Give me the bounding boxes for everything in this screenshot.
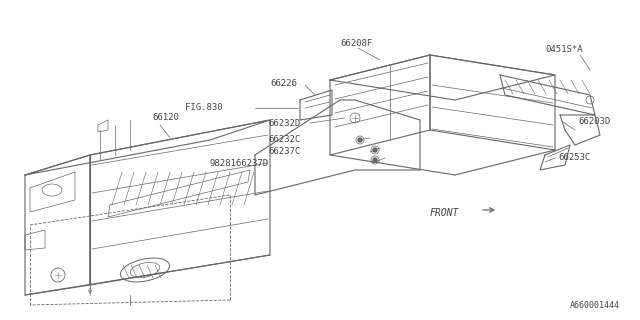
Text: FIG.830: FIG.830 <box>185 103 223 113</box>
Circle shape <box>358 138 362 142</box>
Text: 66232D: 66232D <box>268 118 300 127</box>
Text: 66226: 66226 <box>270 78 297 87</box>
Text: 66237C: 66237C <box>268 148 300 156</box>
Text: 66208F: 66208F <box>340 38 372 47</box>
Text: 0451S*A: 0451S*A <box>545 45 582 54</box>
Text: 66253C: 66253C <box>558 154 590 163</box>
Text: 66232C: 66232C <box>268 135 300 145</box>
Circle shape <box>373 148 377 152</box>
Text: FRONT: FRONT <box>430 208 460 218</box>
Text: 9828166237D: 9828166237D <box>210 158 269 167</box>
Text: 66120: 66120 <box>152 114 179 123</box>
Circle shape <box>373 158 377 162</box>
Text: A660001444: A660001444 <box>570 301 620 310</box>
Text: 66203D: 66203D <box>578 117 611 126</box>
